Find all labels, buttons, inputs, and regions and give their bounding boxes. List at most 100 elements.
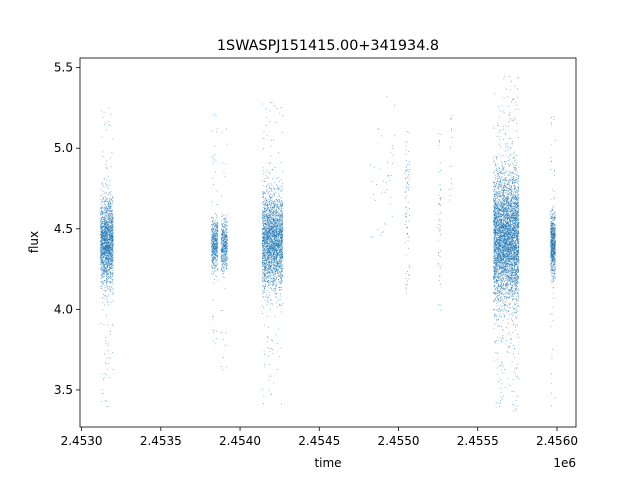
data-point [102,190,104,192]
data-point [266,201,268,202]
data-point [273,245,275,247]
data-point [100,280,102,282]
data-point [109,249,111,251]
data-point [263,221,265,222]
data-point [281,242,283,244]
data-point [221,224,223,225]
data-point [278,242,280,243]
data-point [264,266,265,268]
data-point [276,263,278,265]
data-point [269,205,271,207]
data-point [275,267,277,269]
data-point [103,263,104,265]
data-point [103,247,105,249]
data-point [269,211,270,213]
data-point [267,271,269,273]
data-point [262,192,264,194]
data-point [101,273,103,275]
data-point [103,265,105,267]
data-point [107,238,109,240]
data-point [103,224,105,226]
data-point [103,298,105,300]
data-point [102,283,104,284]
data-point [269,226,271,227]
data-point [267,235,269,237]
data-point [215,235,217,237]
data-point [104,245,106,247]
data-point [217,244,219,246]
data-point [281,251,283,253]
data-point [106,374,108,376]
data-point [222,229,224,231]
data-point [111,218,113,220]
data-point [102,230,104,232]
data-point [109,265,111,267]
data-point [222,260,224,262]
data-point [270,221,272,223]
data-point [213,247,215,249]
data-point [217,231,219,233]
data-point [272,271,274,273]
data-point [279,218,281,220]
data-point [106,285,108,287]
data-point [265,296,267,298]
data-point [110,206,112,207]
data-point [220,256,222,258]
data-point [108,121,110,122]
data-point [277,270,279,272]
data-point [103,260,105,262]
data-point [103,285,105,286]
data-point [273,258,275,259]
data-point [101,228,103,230]
data-point [279,248,281,249]
data-point [273,382,275,384]
data-point [268,246,269,248]
data-point [103,257,105,259]
data-point [226,231,228,233]
data-point [108,225,109,227]
data-point [107,251,109,252]
data-point [276,248,278,249]
data-point [272,239,273,241]
data-point [275,235,277,237]
data-point [274,239,276,240]
data-point [221,243,223,245]
data-point [224,250,226,252]
data-point [281,255,283,257]
data-point [100,217,102,219]
data-point [105,281,107,283]
data-point [101,241,103,243]
data-point [109,272,111,273]
data-point [110,166,112,168]
data-point [272,272,273,274]
data-point [102,151,104,153]
data-point [104,400,106,402]
data-point [280,280,282,282]
data-point [104,242,106,244]
data-point [276,254,278,256]
data-point [271,263,273,264]
data-point [281,257,282,258]
data-point [106,270,108,272]
data-point [274,206,275,208]
data-point [277,215,279,217]
data-point [267,335,269,337]
data-point [279,195,280,196]
data-point [276,250,278,252]
data-point [100,392,102,394]
data-point [101,253,103,254]
data-point [281,213,282,215]
data-point [273,267,275,268]
data-point [271,250,273,252]
data-point [108,289,110,290]
data-point [102,213,104,215]
data-point [263,279,265,281]
data-point [223,249,224,251]
data-point [222,264,224,266]
data-point [102,257,104,259]
data-point [271,242,273,244]
data-point [224,231,226,233]
data-point [277,226,279,228]
data-point [220,195,222,197]
